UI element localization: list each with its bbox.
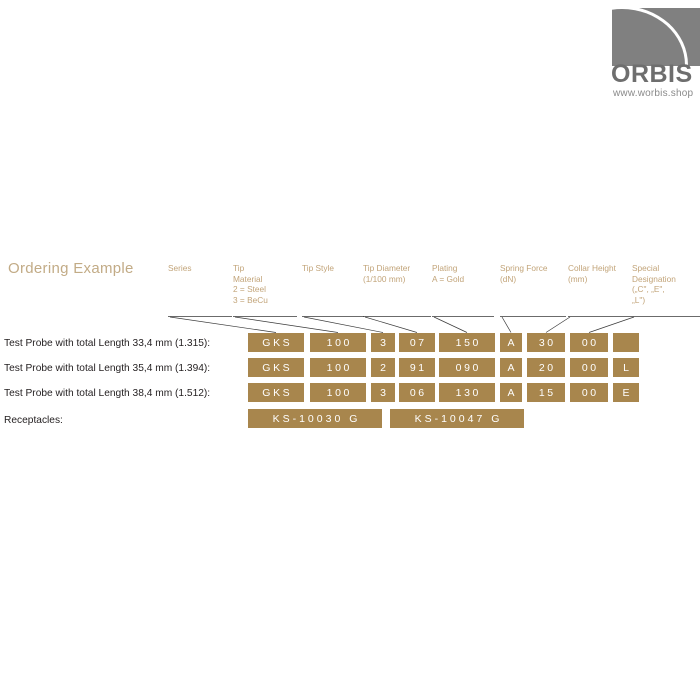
cell-row-33-4-plating-code: 150 <box>439 333 495 352</box>
page-title: Ordering Example <box>8 260 134 277</box>
cell-row-33-4-series: GKS <box>248 333 304 352</box>
cell-row-35-4-special-designation: L <box>613 358 639 377</box>
leader-line-plating <box>433 316 468 333</box>
cell-row-35-4-collar-height: 00 <box>570 358 608 377</box>
column-header-tip-diameter: Tip Diameter (1/100 mm) <box>363 263 411 284</box>
cell-receptacle-2: KS-10047 G <box>390 409 524 428</box>
cell-row-38-4-series: GKS <box>248 383 304 402</box>
orbis-logo-mark <box>612 8 700 66</box>
row-label-receptacles: Receptacles: <box>4 415 63 426</box>
cell-row-33-4-tip-style: 3 <box>371 333 395 352</box>
cell-row-38-4-plating-code: 130 <box>439 383 495 402</box>
cell-row-38-4-collar-height: 00 <box>570 383 608 402</box>
orbis-logo: ORBIS www.worbis.shop <box>600 0 700 104</box>
cell-receptacle-1: KS-10030 G <box>248 409 382 428</box>
cell-row-33-4-spring-force: 30 <box>527 333 565 352</box>
cell-row-38-4-special-designation: E <box>613 383 639 402</box>
cell-row-33-4-plating: A <box>500 333 522 352</box>
cell-row-35-4-series: GKS <box>248 358 304 377</box>
column-header-tip-style: Tip Style <box>302 263 334 273</box>
cell-row-38-4-tip-diameter: 06 <box>399 383 435 402</box>
cell-row-35-4-plating-code: 090 <box>439 358 495 377</box>
leader-line-tip-diameter <box>364 316 418 333</box>
orbis-wordmark: ORBIS <box>611 60 693 88</box>
leader-line-collar-height <box>545 316 571 333</box>
cell-row-35-4-plating: A <box>500 358 522 377</box>
column-header-collar-height: Collar Height (mm) <box>568 263 616 284</box>
cell-row-38-4-tip-material-diam: 100 <box>310 383 366 402</box>
column-header-tip-material: Tip Material 2 = Steel 3 = BeCu <box>233 263 268 305</box>
column-header-plating: Plating A = Gold <box>432 263 465 284</box>
cell-row-33-4-special-designation <box>613 333 639 352</box>
leader-line-series <box>169 316 277 333</box>
column-header-spring-force: Spring Force (dN) <box>500 263 548 284</box>
leader-line-special-designation <box>588 316 635 333</box>
cell-row-35-4-tip-style: 2 <box>371 358 395 377</box>
column-header-special-designation: Special Designation („C", „E", „L") <box>632 263 676 305</box>
cell-row-35-4-tip-material-diam: 100 <box>310 358 366 377</box>
row-label-row-35-4: Test Probe with total Length 35,4 mm (1.… <box>4 363 211 374</box>
cell-row-33-4-collar-height: 00 <box>570 333 608 352</box>
column-header-series: Series <box>168 263 192 273</box>
cell-row-38-4-plating: A <box>500 383 522 402</box>
cell-row-38-4-tip-style: 3 <box>371 383 395 402</box>
orbis-website-url: www.worbis.shop <box>613 88 694 99</box>
cell-row-35-4-tip-diameter: 91 <box>399 358 435 377</box>
row-label-row-38-4: Test Probe with total Length 38,4 mm (1.… <box>4 388 211 399</box>
leader-line-spring-force <box>501 316 512 333</box>
cell-row-33-4-tip-material-diam: 100 <box>310 333 366 352</box>
row-label-row-33-4: Test Probe with total Length 33,4 mm (1.… <box>4 338 211 349</box>
cell-row-38-4-spring-force: 15 <box>527 383 565 402</box>
cell-row-33-4-tip-diameter: 07 <box>399 333 435 352</box>
leader-line-tip-style <box>303 316 384 333</box>
cell-row-35-4-spring-force: 20 <box>527 358 565 377</box>
leader-line-tip-material <box>234 316 339 333</box>
